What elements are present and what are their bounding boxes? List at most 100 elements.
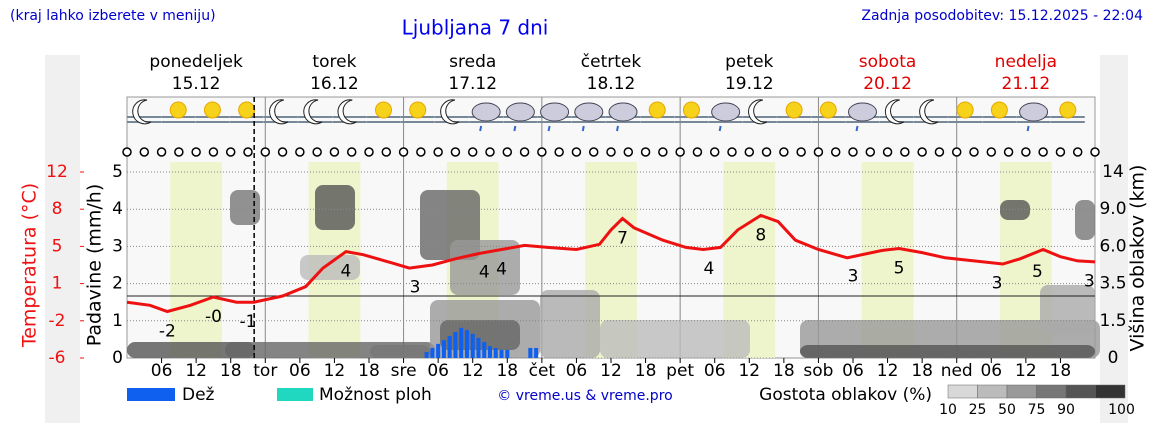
y-tick-label: 0 [112, 348, 123, 368]
cloud-scale-box [977, 384, 1008, 399]
cloud-scale-box [1065, 384, 1096, 399]
legend-label: Možnost ploh [319, 385, 432, 405]
wind-marker [882, 147, 893, 157]
wind-marker [900, 147, 910, 157]
x-tick-label: 18 [773, 361, 795, 381]
rain-bar [528, 347, 533, 358]
y2-tick-label: 3.5 [1099, 274, 1126, 294]
day-date: 19.12 [725, 74, 774, 94]
cloud-axis-title: Višina oblakov (km) [1127, 165, 1149, 352]
y-tick-label: 1 [112, 311, 123, 331]
rain-bar [476, 337, 481, 358]
icon-moon [748, 99, 768, 125]
x-tick-label: 06 [980, 361, 1002, 381]
temp-label: 4 [704, 259, 715, 279]
temp-label: 5 [1032, 262, 1043, 282]
wind-marker [225, 147, 236, 157]
cloud-scale-label: 100 [1108, 402, 1135, 418]
wind-marker [709, 147, 720, 157]
rain-bar [441, 340, 446, 358]
wind-marker [917, 147, 927, 157]
icon-sun [956, 101, 974, 119]
cloud-patch [300, 255, 360, 280]
icon-moon [303, 99, 323, 125]
wind-marker [692, 147, 703, 157]
icon-rain [1026, 125, 1030, 132]
wind-marker [156, 147, 167, 157]
icon-moon [884, 99, 904, 125]
wind-marker [139, 147, 150, 157]
cloud-patch [600, 320, 750, 358]
icon-sun [648, 101, 666, 119]
wind-marker [744, 147, 755, 157]
temp-label: -2 [159, 322, 176, 342]
x-tick-label: 18 [911, 361, 933, 381]
x-tick-label: 12 [738, 361, 760, 381]
icon-rain [718, 125, 722, 132]
x-tick-label: 12 [1015, 361, 1037, 381]
wind-marker [640, 147, 651, 157]
temp-label: 4 [496, 260, 507, 280]
wind-marker [951, 147, 962, 157]
legend-swatch [127, 388, 175, 401]
x-tick-label: 06 [151, 361, 173, 381]
day-name: sobota [859, 52, 917, 72]
icon-moon [269, 99, 289, 125]
wind-marker [416, 147, 426, 157]
icon-sun [169, 101, 187, 119]
icon-cloud [540, 102, 570, 122]
cloud-scale-label: 50 [998, 402, 1016, 418]
legend-swatch [277, 388, 313, 401]
icon-cloud [1019, 102, 1049, 122]
rain-bar [453, 331, 458, 358]
cloud-scale-label: 25 [969, 402, 987, 418]
wind-marker [969, 147, 979, 157]
cloud-patch [315, 185, 355, 230]
temp-label: 3 [848, 267, 859, 287]
day-date: 16.12 [310, 74, 359, 94]
icon-cloud [848, 102, 877, 122]
icon-rain [513, 125, 517, 132]
cloud-scale-box [1006, 384, 1037, 399]
day-name: nedelja [995, 52, 1057, 72]
x-tick-label: 06 [566, 361, 588, 381]
wind-marker [277, 147, 288, 157]
x-tick-label: čet [529, 361, 556, 381]
wind-marker [450, 147, 461, 157]
wind-marker [1003, 147, 1014, 157]
wind-marker [122, 147, 132, 157]
x-tick-label: 12 [324, 361, 346, 381]
right-panel [1100, 55, 1128, 423]
x-tick-label: tor [253, 361, 277, 381]
wind-marker [364, 147, 374, 157]
temp-label: -0 [205, 307, 222, 327]
icon-sun [785, 101, 803, 119]
wind-marker [1038, 147, 1048, 157]
temp-label: 8 [755, 225, 766, 245]
icon-cloud [471, 102, 501, 122]
temp-tick-label: -6 [49, 348, 66, 368]
y2-tick-label: 9.0 [1099, 199, 1126, 219]
wind-marker [1021, 147, 1031, 157]
x-tick-label: 18 [496, 361, 518, 381]
y-tick-label: 4 [112, 199, 123, 219]
day-date: 21.12 [1002, 74, 1051, 94]
wind-marker [934, 147, 945, 157]
wind-marker [830, 147, 841, 157]
cloud-patch [540, 290, 600, 358]
wind-marker [727, 147, 737, 157]
temp-label: 3 [992, 273, 1003, 293]
icon-cloud [711, 102, 741, 122]
cloud-patch [230, 190, 260, 225]
day-name: ponedeljek [149, 52, 243, 72]
x-tick-label: 06 [427, 361, 449, 381]
temp-tick-label: 8 [52, 199, 63, 219]
x-tick-label: 18 [635, 361, 657, 381]
wind-marker [554, 147, 564, 157]
rain-bar [534, 347, 539, 358]
temperature-line [126, 213, 1096, 314]
icon-moon [132, 99, 152, 125]
y-tick-label: 2 [112, 274, 123, 294]
x-tick-label: ned [941, 361, 973, 381]
icon-sun [990, 101, 1008, 119]
